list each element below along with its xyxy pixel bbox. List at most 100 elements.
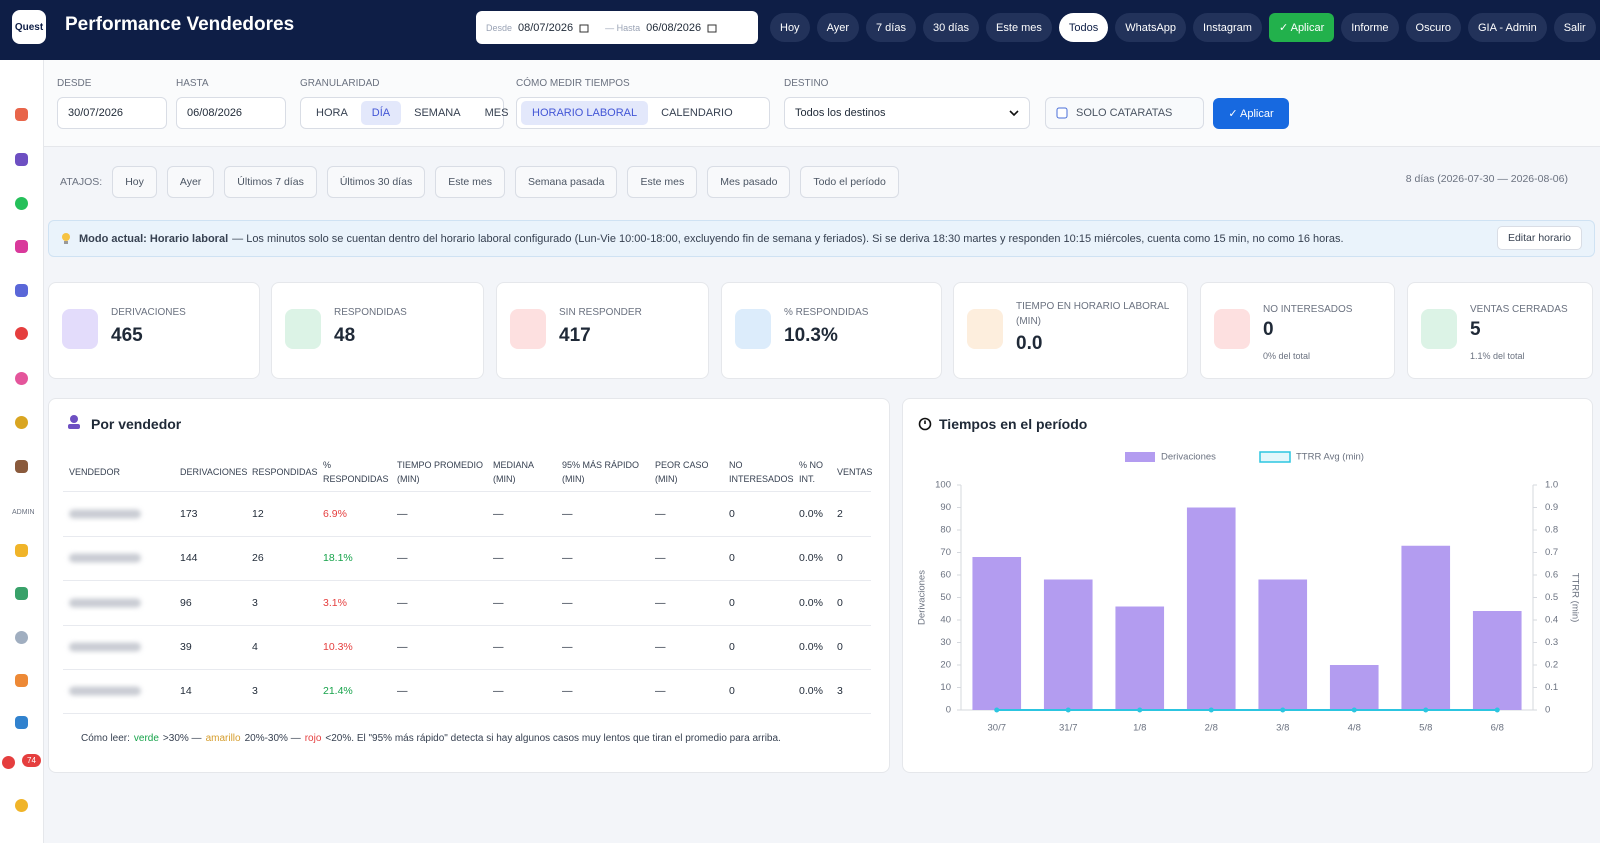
nav-icon[interactable]	[15, 372, 28, 385]
table-cell: 12	[252, 508, 264, 520]
table-card: Por vendedor Cómo leer: verde >30% — amaril…	[48, 398, 890, 773]
shortcut-button[interactable]: Semana pasada	[514, 166, 618, 198]
header-button[interactable]: Salir	[1553, 13, 1596, 42]
legend-part: verde	[133, 733, 159, 744]
apply-button[interactable]: ✓ Aplicar	[1213, 98, 1289, 129]
select-value: Todos los destinos	[795, 107, 886, 119]
calendar-icon	[579, 24, 589, 32]
table-cell: —	[562, 552, 573, 565]
date-from[interactable]: 08/07/2026	[518, 21, 574, 34]
nav-icon[interactable]	[15, 240, 28, 253]
header-button[interactable]: Instagram	[1193, 13, 1262, 42]
checkbox-label: SOLO CATARATAS	[1076, 107, 1173, 119]
point	[994, 707, 1000, 713]
granularity-selector: HORA DÍA SEMANA MES	[300, 97, 508, 129]
segment-option[interactable]: HORARIO LABORAL	[521, 101, 649, 125]
shortcut-button[interactable]: Mes pasado	[707, 166, 791, 198]
segment-option[interactable]: MES	[484, 107, 509, 119]
header-button[interactable]: 30 días	[922, 13, 980, 42]
filter-label: DESDE	[57, 78, 92, 89]
header-button[interactable]: WhatsApp	[1115, 13, 1187, 42]
row-separator	[63, 624, 871, 626]
kpi-card: TIEMPO EN HORARIO LABORAL (MIN) 0.0	[953, 282, 1188, 379]
nav-icon[interactable]	[15, 197, 28, 210]
nav-icon[interactable]	[15, 284, 28, 297]
column-header: TIEMPO PROMEDIO (MIN)	[397, 460, 484, 484]
nav-icon[interactable]	[15, 153, 28, 166]
nav-icon[interactable]	[15, 327, 28, 340]
column-header: 95% MÁS RÁPIDO (MIN)	[562, 460, 640, 484]
y2-tick-label: 0.8	[1545, 525, 1558, 536]
date-input[interactable]: 30/07/2026	[57, 97, 167, 129]
kpi-value: 10.3%	[784, 325, 838, 346]
nav-icon[interactable]	[15, 674, 28, 687]
shortcuts: ATAJOS: Hoy Ayer Últimos 7 días Últimos 30 d…	[60, 166, 899, 198]
shortcut-button[interactable]: Hoy	[112, 166, 157, 198]
legend-swatch	[1259, 451, 1291, 463]
row-separator	[63, 536, 871, 537]
header-button[interactable]: Hoy	[770, 13, 810, 42]
nav-icon[interactable]	[15, 108, 28, 121]
chart-card: Tiempos en el período 0 10 20 30 40 50 60 70 80 9…	[902, 398, 1593, 773]
header-button[interactable]: Oscuro	[1405, 13, 1461, 42]
y2-tick-label: 0.7	[1545, 547, 1558, 558]
table-cell: 144	[180, 552, 198, 565]
checkbox-box	[1056, 107, 1068, 119]
date-to[interactable]: 06/08/2026	[646, 21, 702, 34]
segment-option[interactable]: CALENDARIO	[661, 107, 733, 119]
shortcut-button[interactable]: Todo el período	[800, 166, 899, 198]
header-button[interactable]: Informe	[1341, 13, 1399, 42]
nav-icon[interactable]	[15, 544, 28, 557]
nav-icon[interactable]	[15, 587, 28, 600]
nav-icon[interactable]	[15, 416, 28, 429]
bar	[1043, 579, 1093, 710]
row-separator	[63, 580, 871, 582]
y-tick-label: 0	[946, 705, 951, 716]
shortcut-button[interactable]: Este mes	[627, 166, 698, 198]
date-range[interactable]: Desde 08/07/2026 — Hasta 06/08/2026	[476, 11, 758, 44]
kpi-card: RESPONDIDAS 48	[271, 282, 484, 379]
edit-button[interactable]: Editar horario	[1496, 226, 1582, 250]
checkbox[interactable]: SOLO CATARATAS	[1045, 97, 1204, 129]
nav-icon[interactable]	[15, 799, 28, 812]
column-header: RESPONDIDAS	[252, 467, 318, 477]
destination-select[interactable]: Todos los destinos	[784, 97, 1030, 129]
header-button[interactable]: Este mes	[986, 13, 1052, 42]
y2-tick-label: 0	[1545, 705, 1550, 716]
y2-tick-label: 0.3	[1545, 637, 1558, 648]
x-tick-label: 4/8	[1348, 723, 1361, 734]
kpi-card: DERIVACIONES 465	[48, 282, 260, 379]
shortcut-button[interactable]: Ayer	[166, 166, 215, 198]
date-input[interactable]: 06/08/2026	[176, 97, 286, 129]
nav-icon[interactable]	[15, 460, 28, 473]
point	[1065, 707, 1071, 713]
table-cell: 21.4%	[323, 685, 353, 698]
segment-option[interactable]: DÍA	[360, 101, 402, 125]
user-icon	[68, 415, 80, 429]
header-button[interactable]: ✓ Aplicar	[1268, 13, 1335, 42]
nav-icon[interactable]	[15, 631, 28, 644]
nav-icon[interactable]	[2, 756, 15, 769]
shortcut-button[interactable]: Últimos 30 días	[326, 166, 426, 198]
table-cell: 96	[180, 596, 192, 609]
kpi-card: NO INTERESADOS 0 0% del total	[1200, 282, 1395, 379]
y-tick-label: 20	[940, 660, 951, 671]
notice: Modo actual: Horario laboral — Los minut…	[48, 220, 1595, 257]
logo[interactable]: Quest	[12, 10, 46, 44]
segment-option[interactable]: SEMANA	[414, 107, 461, 119]
legend-part: Cómo leer:	[81, 733, 130, 744]
header-button[interactable]: Todos	[1058, 13, 1109, 42]
header-button[interactable]: 7 días	[865, 13, 916, 42]
column-header: VENTAS	[837, 467, 873, 477]
header-button[interactable]: GIA - Admin	[1468, 13, 1547, 42]
nav-icon[interactable]	[15, 716, 28, 729]
table-cell: 3	[837, 685, 843, 698]
table-cell: 0	[837, 640, 843, 653]
table-cell: 0.0%	[799, 552, 823, 565]
header-button[interactable]: Ayer	[816, 13, 859, 42]
table-cell: 0	[729, 508, 735, 520]
shortcut-button[interactable]: Últimos 7 días	[224, 166, 317, 198]
segment-option[interactable]: HORA	[316, 107, 348, 119]
filter-label: CÓMO MEDIR TIEMPOS	[516, 78, 630, 89]
shortcut-button[interactable]: Este mes	[435, 166, 505, 198]
